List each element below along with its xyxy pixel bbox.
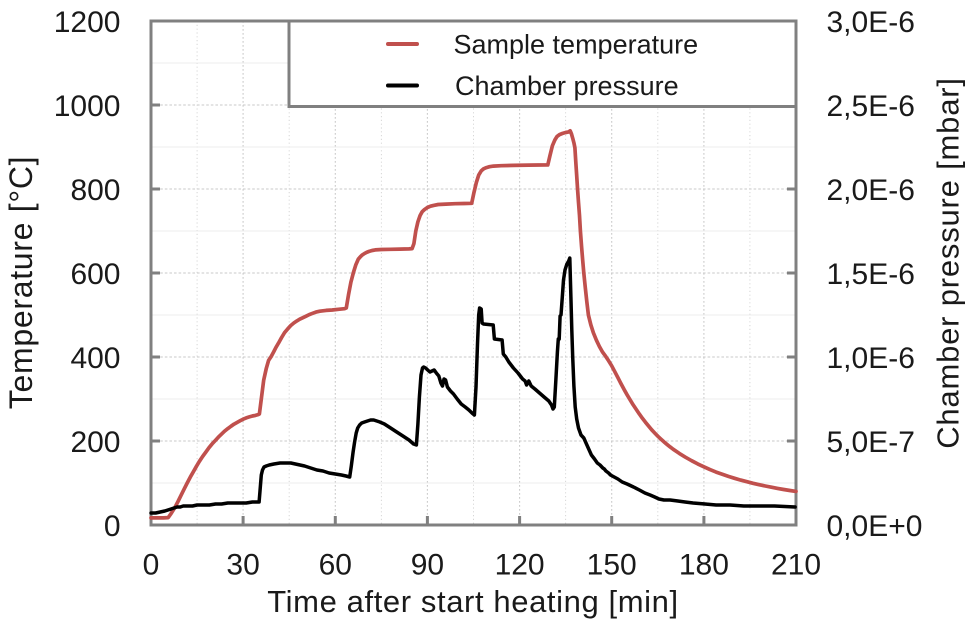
svg-text:200: 200 [70,426,120,459]
svg-text:0: 0 [104,510,121,543]
svg-text:150: 150 [587,549,637,582]
svg-text:1,5E-6: 1,5E-6 [827,258,915,291]
svg-text:2,0E-6: 2,0E-6 [827,174,915,207]
svg-text:800: 800 [70,174,120,207]
svg-text:3,0E-6: 3,0E-6 [827,6,915,39]
svg-text:60: 60 [319,549,352,582]
svg-text:180: 180 [679,549,729,582]
svg-text:Sample temperature: Sample temperature [454,29,699,59]
svg-text:600: 600 [70,258,120,291]
svg-text:Time after start heating [min]: Time after start heating [min] [267,584,678,619]
svg-text:0,0E+0: 0,0E+0 [827,510,923,543]
svg-text:Temperature [°C]: Temperature [°C] [3,156,39,409]
svg-text:5,0E-7: 5,0E-7 [827,426,915,459]
svg-text:Chamber pressure: Chamber pressure [455,71,679,101]
svg-text:30: 30 [226,549,259,582]
svg-text:1,0E-6: 1,0E-6 [827,342,915,375]
svg-text:90: 90 [411,549,444,582]
svg-text:1200: 1200 [54,6,121,39]
svg-text:0: 0 [143,549,160,582]
svg-text:210: 210 [771,549,821,582]
svg-text:2,5E-6: 2,5E-6 [827,90,915,123]
svg-text:1000: 1000 [54,90,121,123]
svg-text:400: 400 [70,342,120,375]
svg-text:Chamber pressure [mbar]: Chamber pressure [mbar] [931,77,966,449]
svg-text:120: 120 [495,549,545,582]
